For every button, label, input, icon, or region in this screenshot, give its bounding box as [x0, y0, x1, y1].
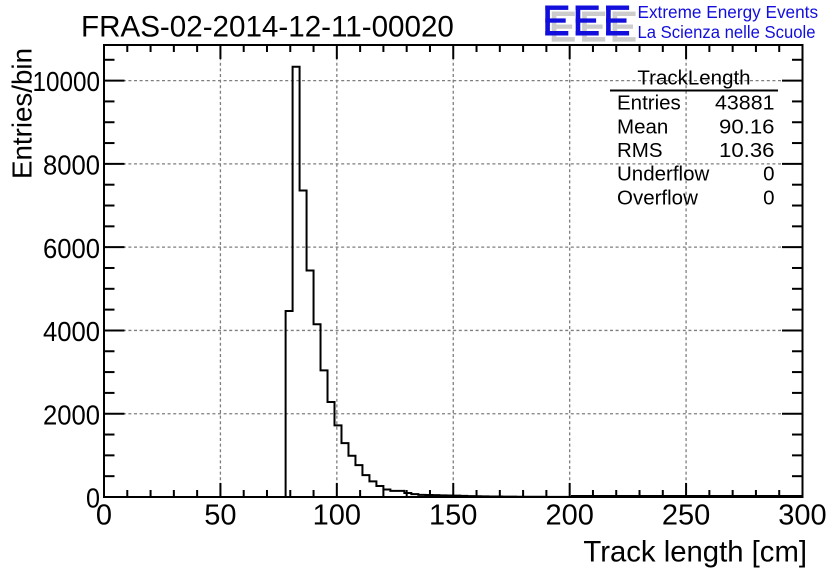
svg-text:Mean: Mean — [617, 115, 668, 138]
svg-text:TrackLength: TrackLength — [637, 67, 750, 90]
svg-text:0: 0 — [763, 163, 774, 186]
svg-text:RMS: RMS — [617, 139, 663, 162]
svg-text:4000: 4000 — [43, 316, 100, 347]
svg-text:La Scienza nelle Scuole: La Scienza nelle Scuole — [638, 22, 816, 42]
svg-text:Overflow: Overflow — [617, 186, 698, 209]
svg-text:0: 0 — [96, 500, 112, 532]
svg-text:43881: 43881 — [715, 92, 775, 115]
svg-text:2000: 2000 — [43, 399, 100, 430]
svg-text:Underflow: Underflow — [617, 163, 709, 186]
svg-text:Extreme Energy Events: Extreme Energy Events — [638, 2, 819, 22]
svg-text:0: 0 — [86, 483, 100, 514]
svg-text:90.16: 90.16 — [719, 115, 775, 138]
svg-text:Entries/bin: Entries/bin — [7, 48, 38, 179]
svg-text:Entries: Entries — [617, 92, 681, 115]
svg-text:8000: 8000 — [43, 150, 100, 181]
svg-text:100: 100 — [313, 500, 361, 532]
svg-text:10000: 10000 — [33, 66, 101, 97]
svg-text:150: 150 — [429, 500, 477, 532]
svg-text:6000: 6000 — [43, 233, 100, 264]
svg-text:50: 50 — [204, 500, 236, 532]
svg-text:10.36: 10.36 — [719, 139, 775, 162]
svg-text:FRAS-02-2014-12-11-00020: FRAS-02-2014-12-11-00020 — [81, 10, 454, 43]
svg-text:250: 250 — [662, 500, 710, 532]
svg-text:300: 300 — [778, 500, 826, 532]
svg-text:0: 0 — [763, 186, 774, 209]
svg-text:200: 200 — [546, 500, 594, 532]
svg-text:Track length [cm]: Track length [cm] — [583, 536, 807, 569]
